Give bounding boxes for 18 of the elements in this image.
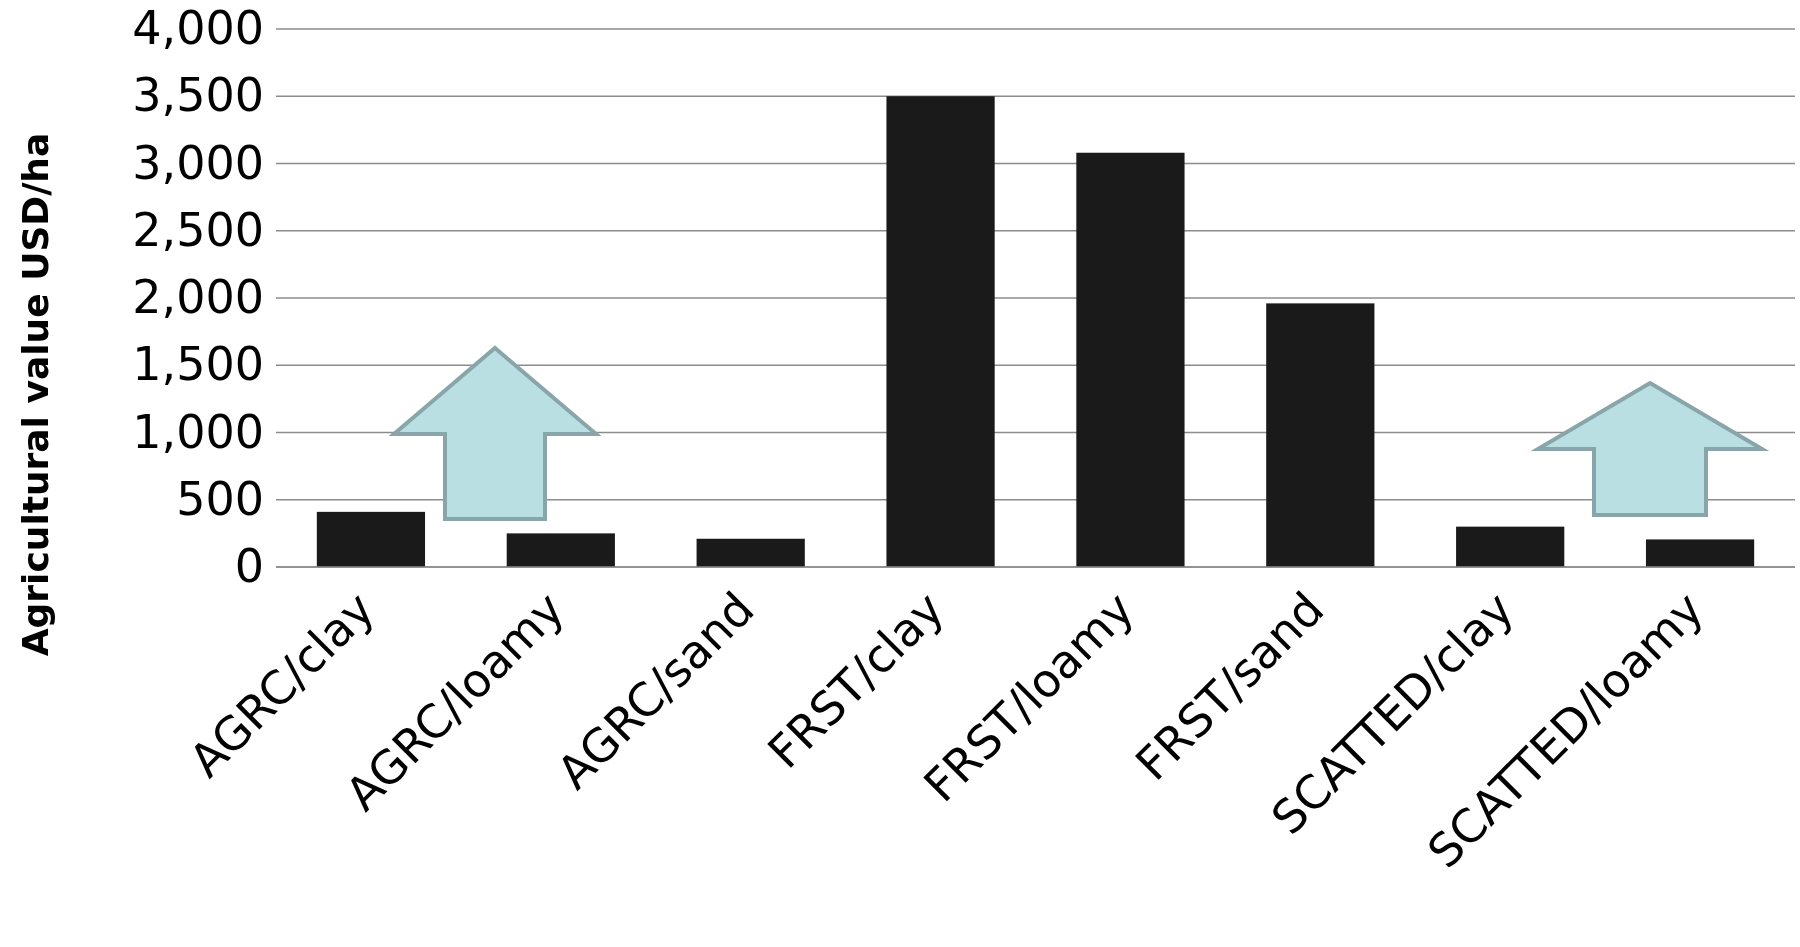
bar bbox=[1456, 526, 1565, 567]
bar bbox=[886, 96, 995, 567]
y-tick-label: 1,000 bbox=[132, 404, 264, 459]
bar bbox=[1076, 152, 1185, 567]
bar bbox=[506, 533, 615, 567]
y-tick-label: 1,500 bbox=[132, 337, 264, 392]
bar bbox=[1266, 303, 1375, 567]
y-tick-label: 2,500 bbox=[132, 202, 264, 257]
y-tick-label: 2,000 bbox=[132, 270, 264, 325]
y-axis-title: Agricultural value USD/ha bbox=[15, 132, 56, 657]
bar bbox=[1645, 539, 1755, 567]
y-tick-label: 500 bbox=[176, 471, 264, 526]
bar bbox=[696, 538, 805, 567]
y-tick-label: 4,000 bbox=[132, 1, 264, 56]
y-tick-label: 3,000 bbox=[132, 135, 264, 190]
y-tick-label: 0 bbox=[234, 539, 264, 594]
bar bbox=[316, 511, 426, 567]
y-tick-label: 3,500 bbox=[132, 68, 264, 123]
